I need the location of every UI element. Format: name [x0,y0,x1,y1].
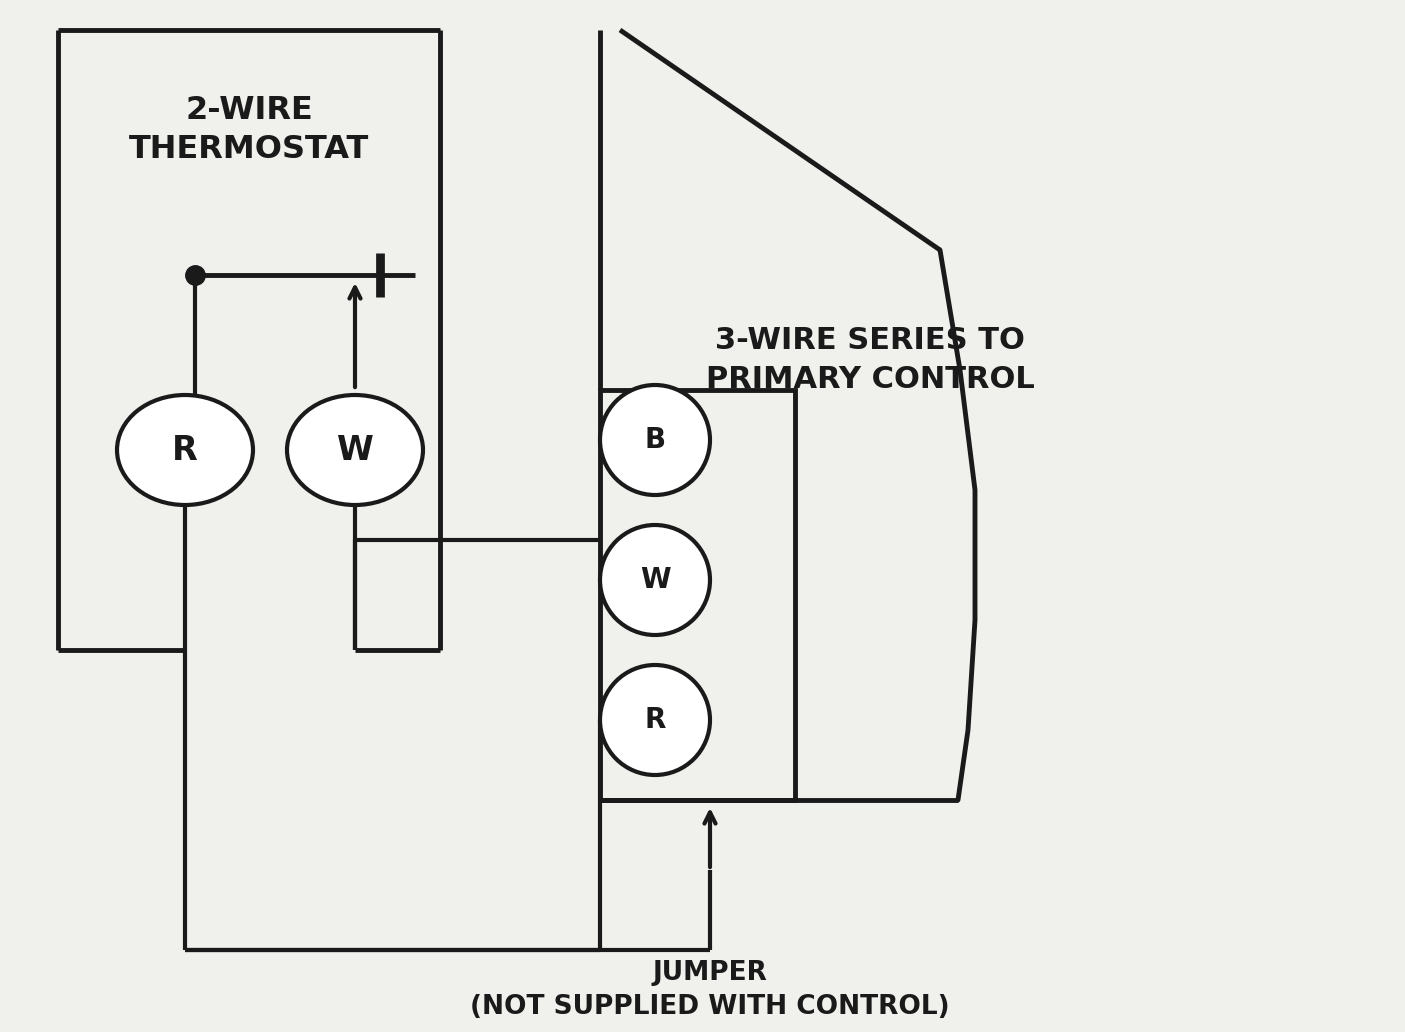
Bar [600,390,795,800]
Text: B: B [645,426,666,454]
Text: W: W [337,433,374,466]
Text: JUMPER
(NOT SUPPLIED WITH CONTROL): JUMPER (NOT SUPPLIED WITH CONTROL) [471,960,950,1020]
Ellipse shape [600,525,710,635]
Text: R: R [173,433,198,466]
Ellipse shape [287,395,423,505]
Text: 2-WIRE
THERMOSTAT: 2-WIRE THERMOSTAT [129,95,370,164]
Text: 3-WIRE SERIES TO
PRIMARY CONTROL: 3-WIRE SERIES TO PRIMARY CONTROL [705,326,1034,393]
Ellipse shape [600,665,710,775]
Ellipse shape [600,385,710,495]
Text: W: W [639,566,670,594]
Text: R: R [645,706,666,734]
Ellipse shape [117,395,253,505]
